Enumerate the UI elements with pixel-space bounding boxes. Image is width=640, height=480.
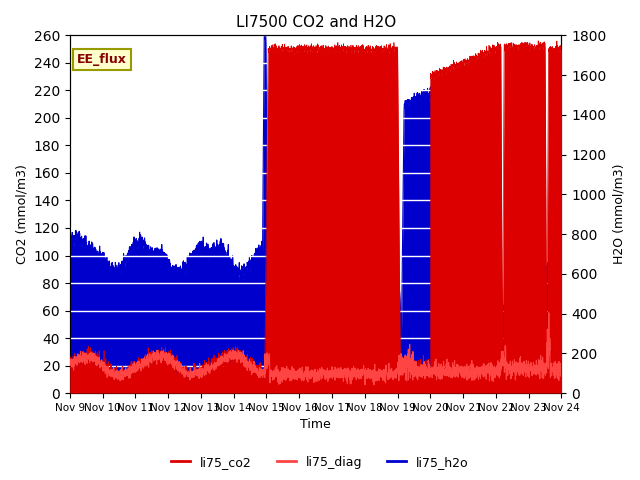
X-axis label: Time: Time [300,419,331,432]
Y-axis label: CO2 (mmol/m3): CO2 (mmol/m3) [15,164,28,264]
Text: EE_flux: EE_flux [77,53,127,66]
Legend: li75_co2, li75_diag, li75_h2o: li75_co2, li75_diag, li75_h2o [166,451,474,474]
Y-axis label: H2O (mmol/m3): H2O (mmol/m3) [612,164,625,264]
Title: LI7500 CO2 and H2O: LI7500 CO2 and H2O [236,15,396,30]
